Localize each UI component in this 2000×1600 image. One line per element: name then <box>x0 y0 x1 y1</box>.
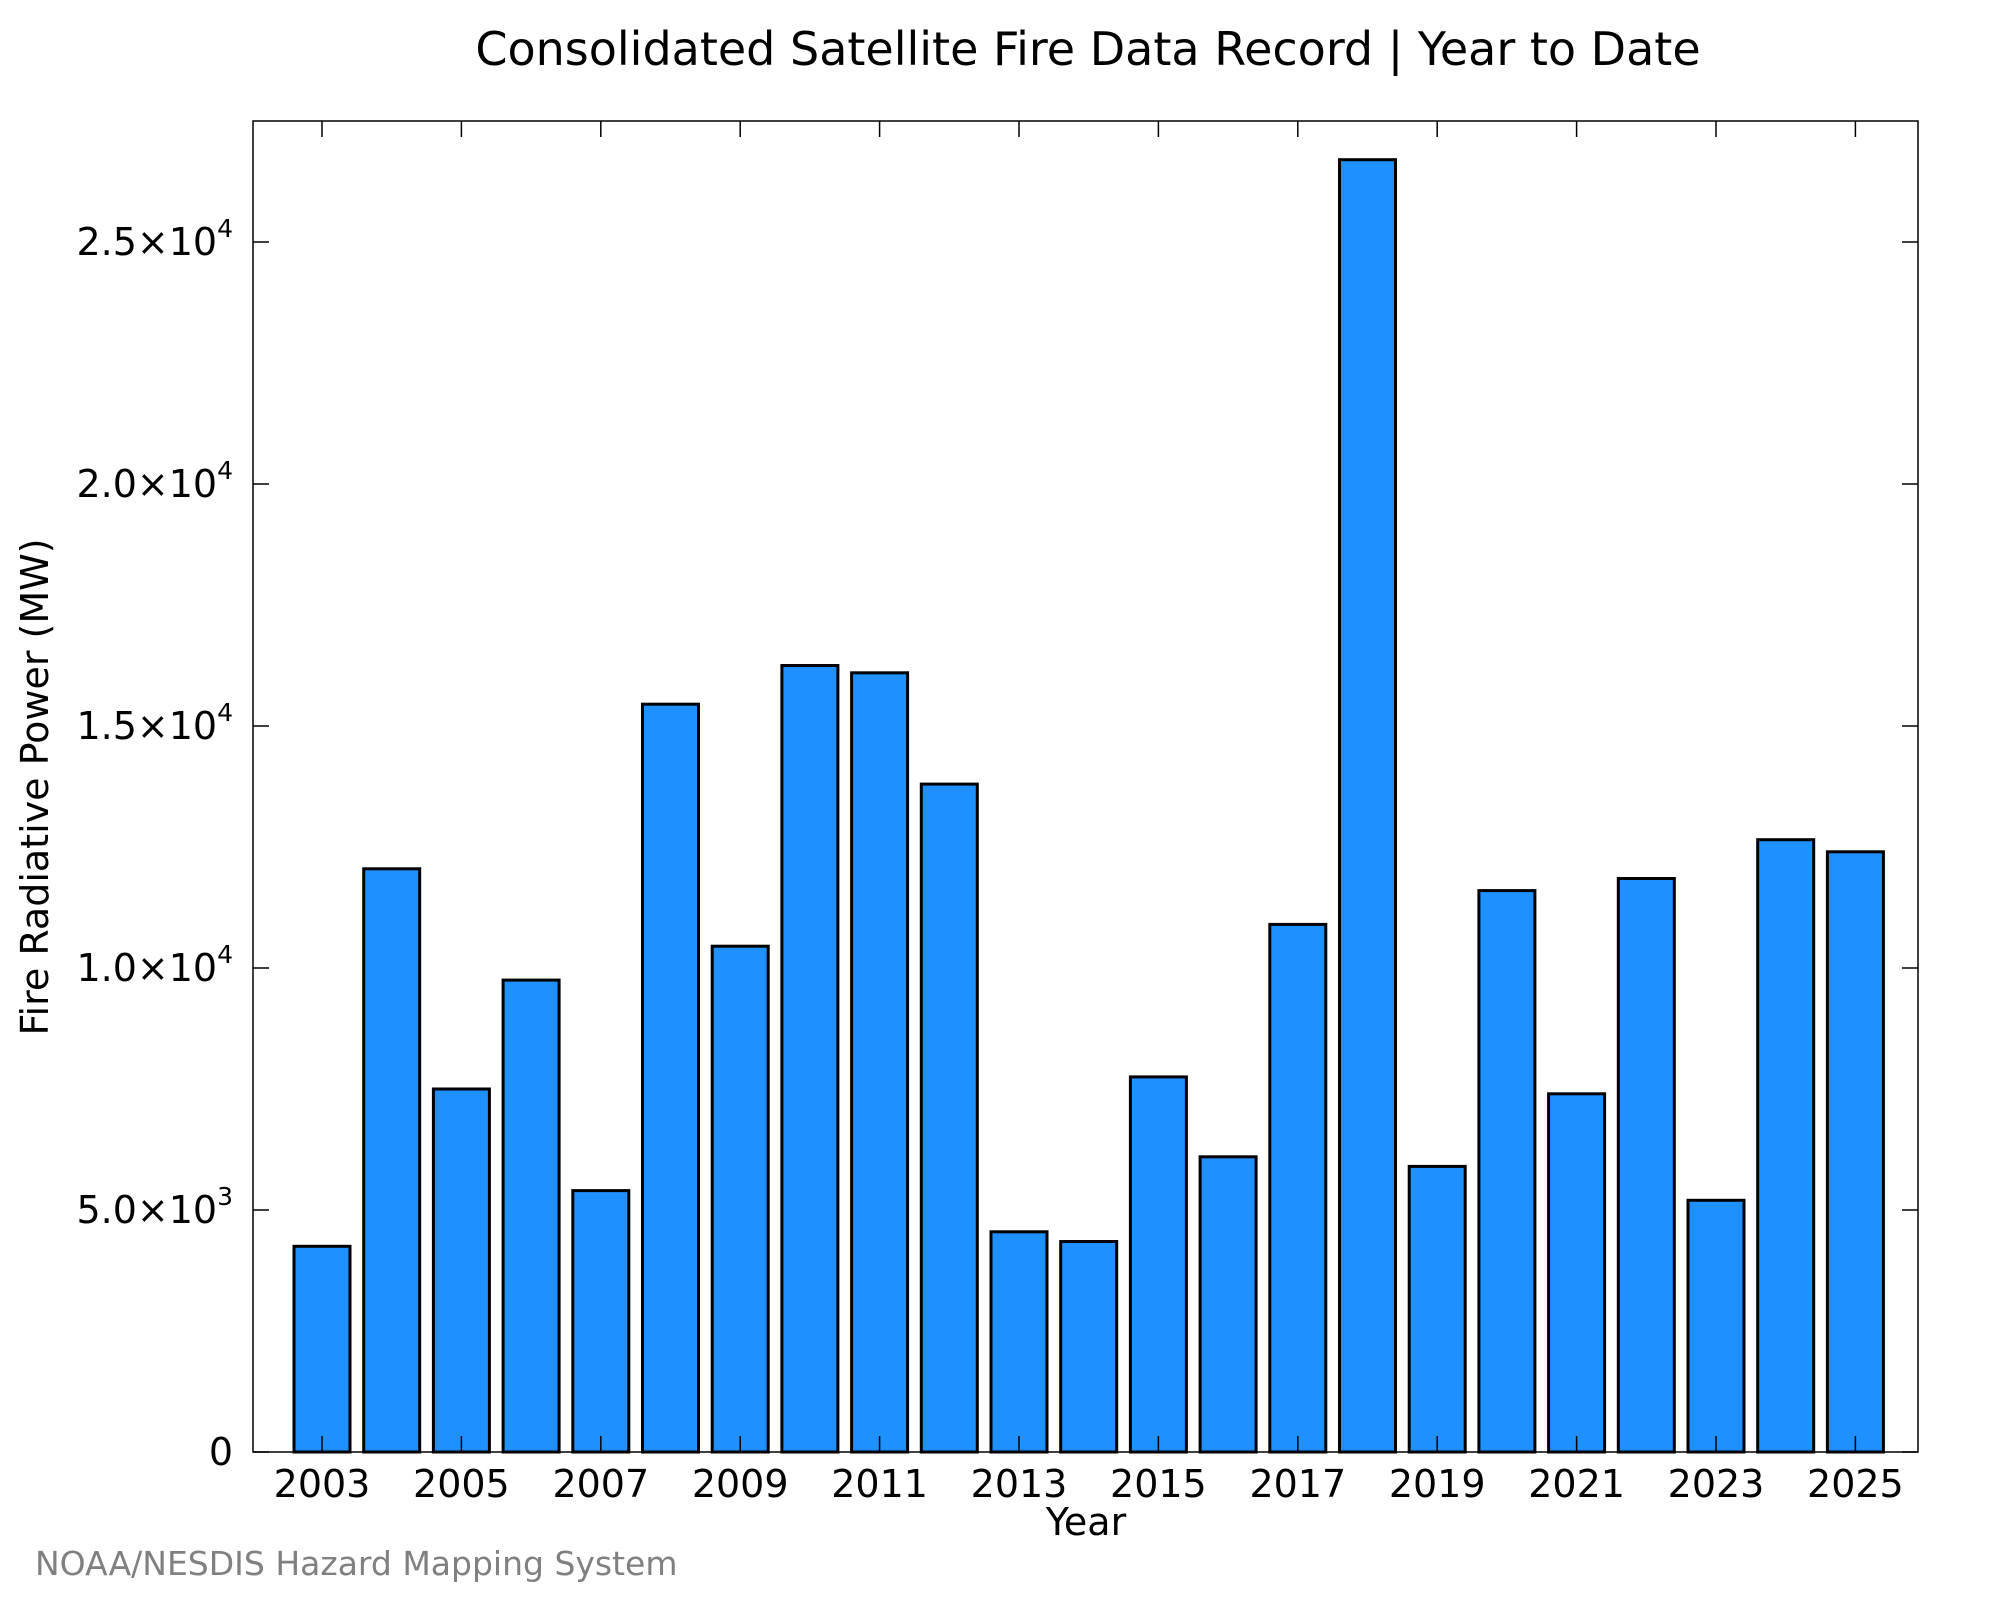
y-tick-exponent: 4 <box>217 456 233 485</box>
bar-2017 <box>1268 922 1328 1454</box>
bar-2008 <box>641 702 700 1454</box>
x-tick-label-2003: 2003 <box>274 1462 371 1506</box>
x-tick-label-2023: 2023 <box>1668 1462 1765 1506</box>
bar-2021 <box>1547 1092 1607 1454</box>
x-tick-label-2019: 2019 <box>1389 1462 1486 1506</box>
bar-2022 <box>1616 877 1676 1454</box>
bar-2009 <box>710 944 770 1454</box>
bar-2019 <box>1407 1164 1467 1454</box>
y-tick-exponent: 4 <box>217 698 233 727</box>
x-tick-label-2005: 2005 <box>413 1462 510 1506</box>
chart-title: Consolidated Satellite Fire Data Record … <box>475 22 1700 77</box>
bar-2007 <box>571 1189 631 1454</box>
x-tick-label-2021: 2021 <box>1528 1462 1625 1506</box>
x-tick-label-2013: 2013 <box>971 1462 1068 1506</box>
bar-2015 <box>1128 1075 1188 1454</box>
y-tick-exponent: 4 <box>217 940 233 969</box>
y-tick-mantissa: 1.5×10 <box>76 704 217 748</box>
y-tick-mantissa: 5.0×10 <box>76 1188 217 1232</box>
x-tick-label-2015: 2015 <box>1110 1462 1207 1506</box>
bar-2006 <box>501 978 561 1454</box>
bar-2012 <box>919 782 979 1454</box>
bar-2013 <box>989 1230 1049 1454</box>
x-tick-label-2011: 2011 <box>831 1462 928 1506</box>
bar-2005 <box>431 1087 491 1454</box>
bar-2025 <box>1825 850 1885 1454</box>
credit-text: NOAA/NESDIS Hazard Mapping System <box>35 1544 678 1583</box>
x-tick-label-2009: 2009 <box>692 1462 789 1506</box>
y-tick-mantissa: 1.0×10 <box>76 946 217 990</box>
y-tick-label: 1.0×104 <box>76 940 233 990</box>
bar-2014 <box>1059 1240 1119 1454</box>
bar-2004 <box>362 867 422 1454</box>
x-axis-label: Year <box>1045 1500 1127 1544</box>
y-tick-mantissa: 0 <box>209 1430 233 1474</box>
y-tick-exponent: 4 <box>217 214 233 243</box>
bar-2016 <box>1198 1155 1258 1454</box>
bar-2003 <box>292 1244 352 1454</box>
bar-2023 <box>1686 1198 1746 1454</box>
bar-2011 <box>850 671 910 1454</box>
bar-2018 <box>1338 158 1397 1454</box>
plot-area-frame <box>252 120 1919 1453</box>
y-tick-label: 1.5×104 <box>76 698 233 748</box>
y-tick-label: 2.5×104 <box>76 214 233 264</box>
bar-2024 <box>1756 838 1816 1454</box>
y-tick-exponent: 3 <box>217 1182 233 1211</box>
bar-2010 <box>780 664 840 1454</box>
bar-2020 <box>1477 889 1537 1454</box>
x-tick-label-2025: 2025 <box>1807 1462 1904 1506</box>
y-axis-label: Fire Radiative Power (MW) <box>13 538 57 1035</box>
x-tick-label-2007: 2007 <box>552 1462 649 1506</box>
ticks-layer <box>253 121 1918 1453</box>
y-tick-mantissa: 2.0×10 <box>76 462 217 506</box>
x-tick-label-2017: 2017 <box>1249 1462 1346 1506</box>
bars-layer <box>292 158 1885 1454</box>
y-tick-label: 5.0×103 <box>76 1182 233 1232</box>
x-tick-labels: 2003 2005 2007 2009 2011 2013 2015 2017 2019 2021… <box>274 1462 1904 1506</box>
y-tick-mantissa: 2.5×10 <box>76 220 217 264</box>
y-tick-label: 0 <box>209 1430 233 1474</box>
y-tick-label: 2.0×104 <box>76 456 233 506</box>
